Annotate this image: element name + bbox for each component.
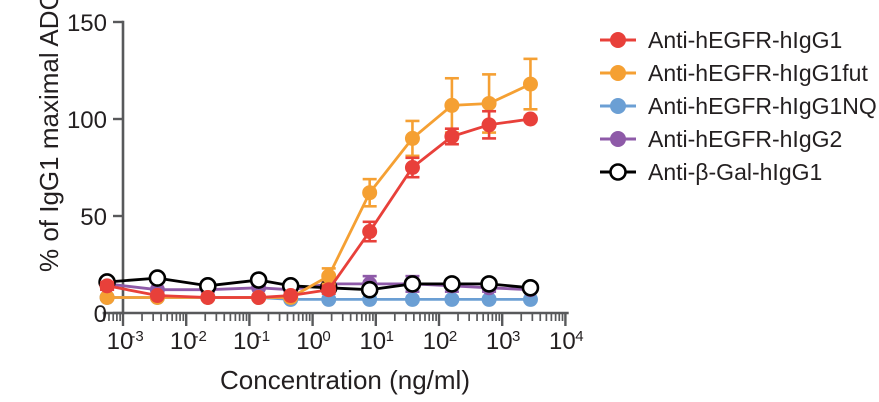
legend-label: Anti-hEGFR-hIgG1fut xyxy=(648,60,868,86)
x-tick-label: 10 0 xyxy=(296,328,331,355)
data-point xyxy=(283,288,299,304)
data-point xyxy=(444,128,460,144)
x-tick-label: 10 3 xyxy=(486,328,521,355)
legend-label: Anti-hEGFR-hIgG1NQ xyxy=(648,93,877,119)
data-point xyxy=(321,268,337,284)
x-tick-exponent: -3 xyxy=(130,328,143,345)
data-point xyxy=(444,291,460,307)
data-point xyxy=(481,117,497,133)
x-axis-title: Concentration (ng/ml) xyxy=(220,365,470,395)
data-point xyxy=(360,280,379,299)
x-tick-label: 10 4 xyxy=(549,328,584,355)
x-tick-base: 10 xyxy=(107,328,134,355)
legend-marker xyxy=(609,163,627,181)
series-5 xyxy=(98,269,540,299)
data-point xyxy=(362,185,378,201)
data-point xyxy=(99,278,115,294)
data-point xyxy=(148,269,167,287)
data-point xyxy=(404,130,420,146)
y-tick-label: 100 xyxy=(67,107,107,134)
legend-label: Anti-hEGFR-hIgG2 xyxy=(648,126,842,152)
data-point xyxy=(481,291,497,307)
legend-marker xyxy=(610,98,626,114)
data-point xyxy=(251,289,267,305)
chart-legend: Anti-hEGFR-hIgG1 Anti-hEGFR-hIgG1fut Anti-… xyxy=(600,27,877,185)
x-tick-exponent: 2 xyxy=(449,328,457,345)
axes-group xyxy=(102,20,569,326)
y-tick-labels: 0 50 100 150 xyxy=(67,10,107,328)
x-tick-label: 10-3 xyxy=(107,328,144,355)
y-tick-label: 50 xyxy=(80,204,107,231)
data-series-group xyxy=(98,57,540,307)
x-tick-base: 10 xyxy=(486,328,513,355)
x-tick-base: 10 xyxy=(549,328,576,355)
x-tick-exponent: 1 xyxy=(386,328,394,345)
legend-marker xyxy=(610,32,626,48)
legend-label: Anti-β-Gal-hIgG1 xyxy=(648,159,822,185)
data-point xyxy=(480,275,498,293)
data-point xyxy=(443,275,461,293)
x-tick-base: 10 xyxy=(359,328,386,355)
x-tick-base: 10 xyxy=(423,328,450,355)
legend-item-1[interactable]: Anti-hEGFR-hIgG1 xyxy=(600,27,842,53)
data-point xyxy=(404,291,420,307)
legend-marker xyxy=(610,65,626,81)
series-2 xyxy=(99,57,538,305)
x-tick-label: 10 2 xyxy=(423,328,458,355)
series-line xyxy=(105,117,532,299)
data-point xyxy=(403,275,422,293)
legend-item-3[interactable]: Anti-hEGFR-hIgG1NQ xyxy=(600,93,877,119)
x-tick-exponent: -1 xyxy=(257,328,270,345)
legend-item-5[interactable]: Anti-β-Gal-hIgG1 xyxy=(600,159,822,185)
data-point xyxy=(522,111,538,127)
x-tick-base: 10 xyxy=(233,328,260,355)
data-point xyxy=(99,289,115,305)
x-tick-label: 10 1 xyxy=(359,328,394,355)
x-tick-exponent: -2 xyxy=(194,328,207,345)
data-point xyxy=(444,97,460,113)
x-tick-label: 10-2 xyxy=(170,328,207,355)
data-point xyxy=(521,278,540,297)
legend-item-4[interactable]: Anti-hEGFR-hIgG2 xyxy=(600,126,842,152)
x-tick-exponent: 4 xyxy=(575,328,583,345)
data-point xyxy=(362,224,378,240)
x-tick-labels: 10-3 10-2 10-1 10 0 10 1 10 2 10 3 10 4 xyxy=(107,328,584,355)
data-point xyxy=(481,95,497,111)
y-tick-label: 0 xyxy=(94,301,107,328)
x-tick-exponent: 0 xyxy=(322,328,330,345)
series-line xyxy=(105,82,532,299)
y-axis-title: % of IgG1 maximal ADCC xyxy=(34,0,64,272)
y-tick-label: 150 xyxy=(67,10,107,37)
legend-item-2[interactable]: Anti-hEGFR-hIgG1fut xyxy=(600,60,868,86)
legend-label: Anti-hEGFR-hIgG1 xyxy=(648,27,842,53)
x-tick-label: 10-1 xyxy=(233,328,270,355)
x-tick-base: 10 xyxy=(170,328,197,355)
data-point xyxy=(249,271,268,289)
data-point xyxy=(200,289,216,305)
x-tick-exponent: 3 xyxy=(512,328,520,345)
data-point xyxy=(522,76,538,92)
x-tick-base: 10 xyxy=(296,328,323,355)
data-point xyxy=(149,288,165,304)
data-point xyxy=(321,282,337,298)
series-1 xyxy=(99,109,538,305)
legend-marker xyxy=(610,131,626,147)
data-point xyxy=(404,160,420,175)
